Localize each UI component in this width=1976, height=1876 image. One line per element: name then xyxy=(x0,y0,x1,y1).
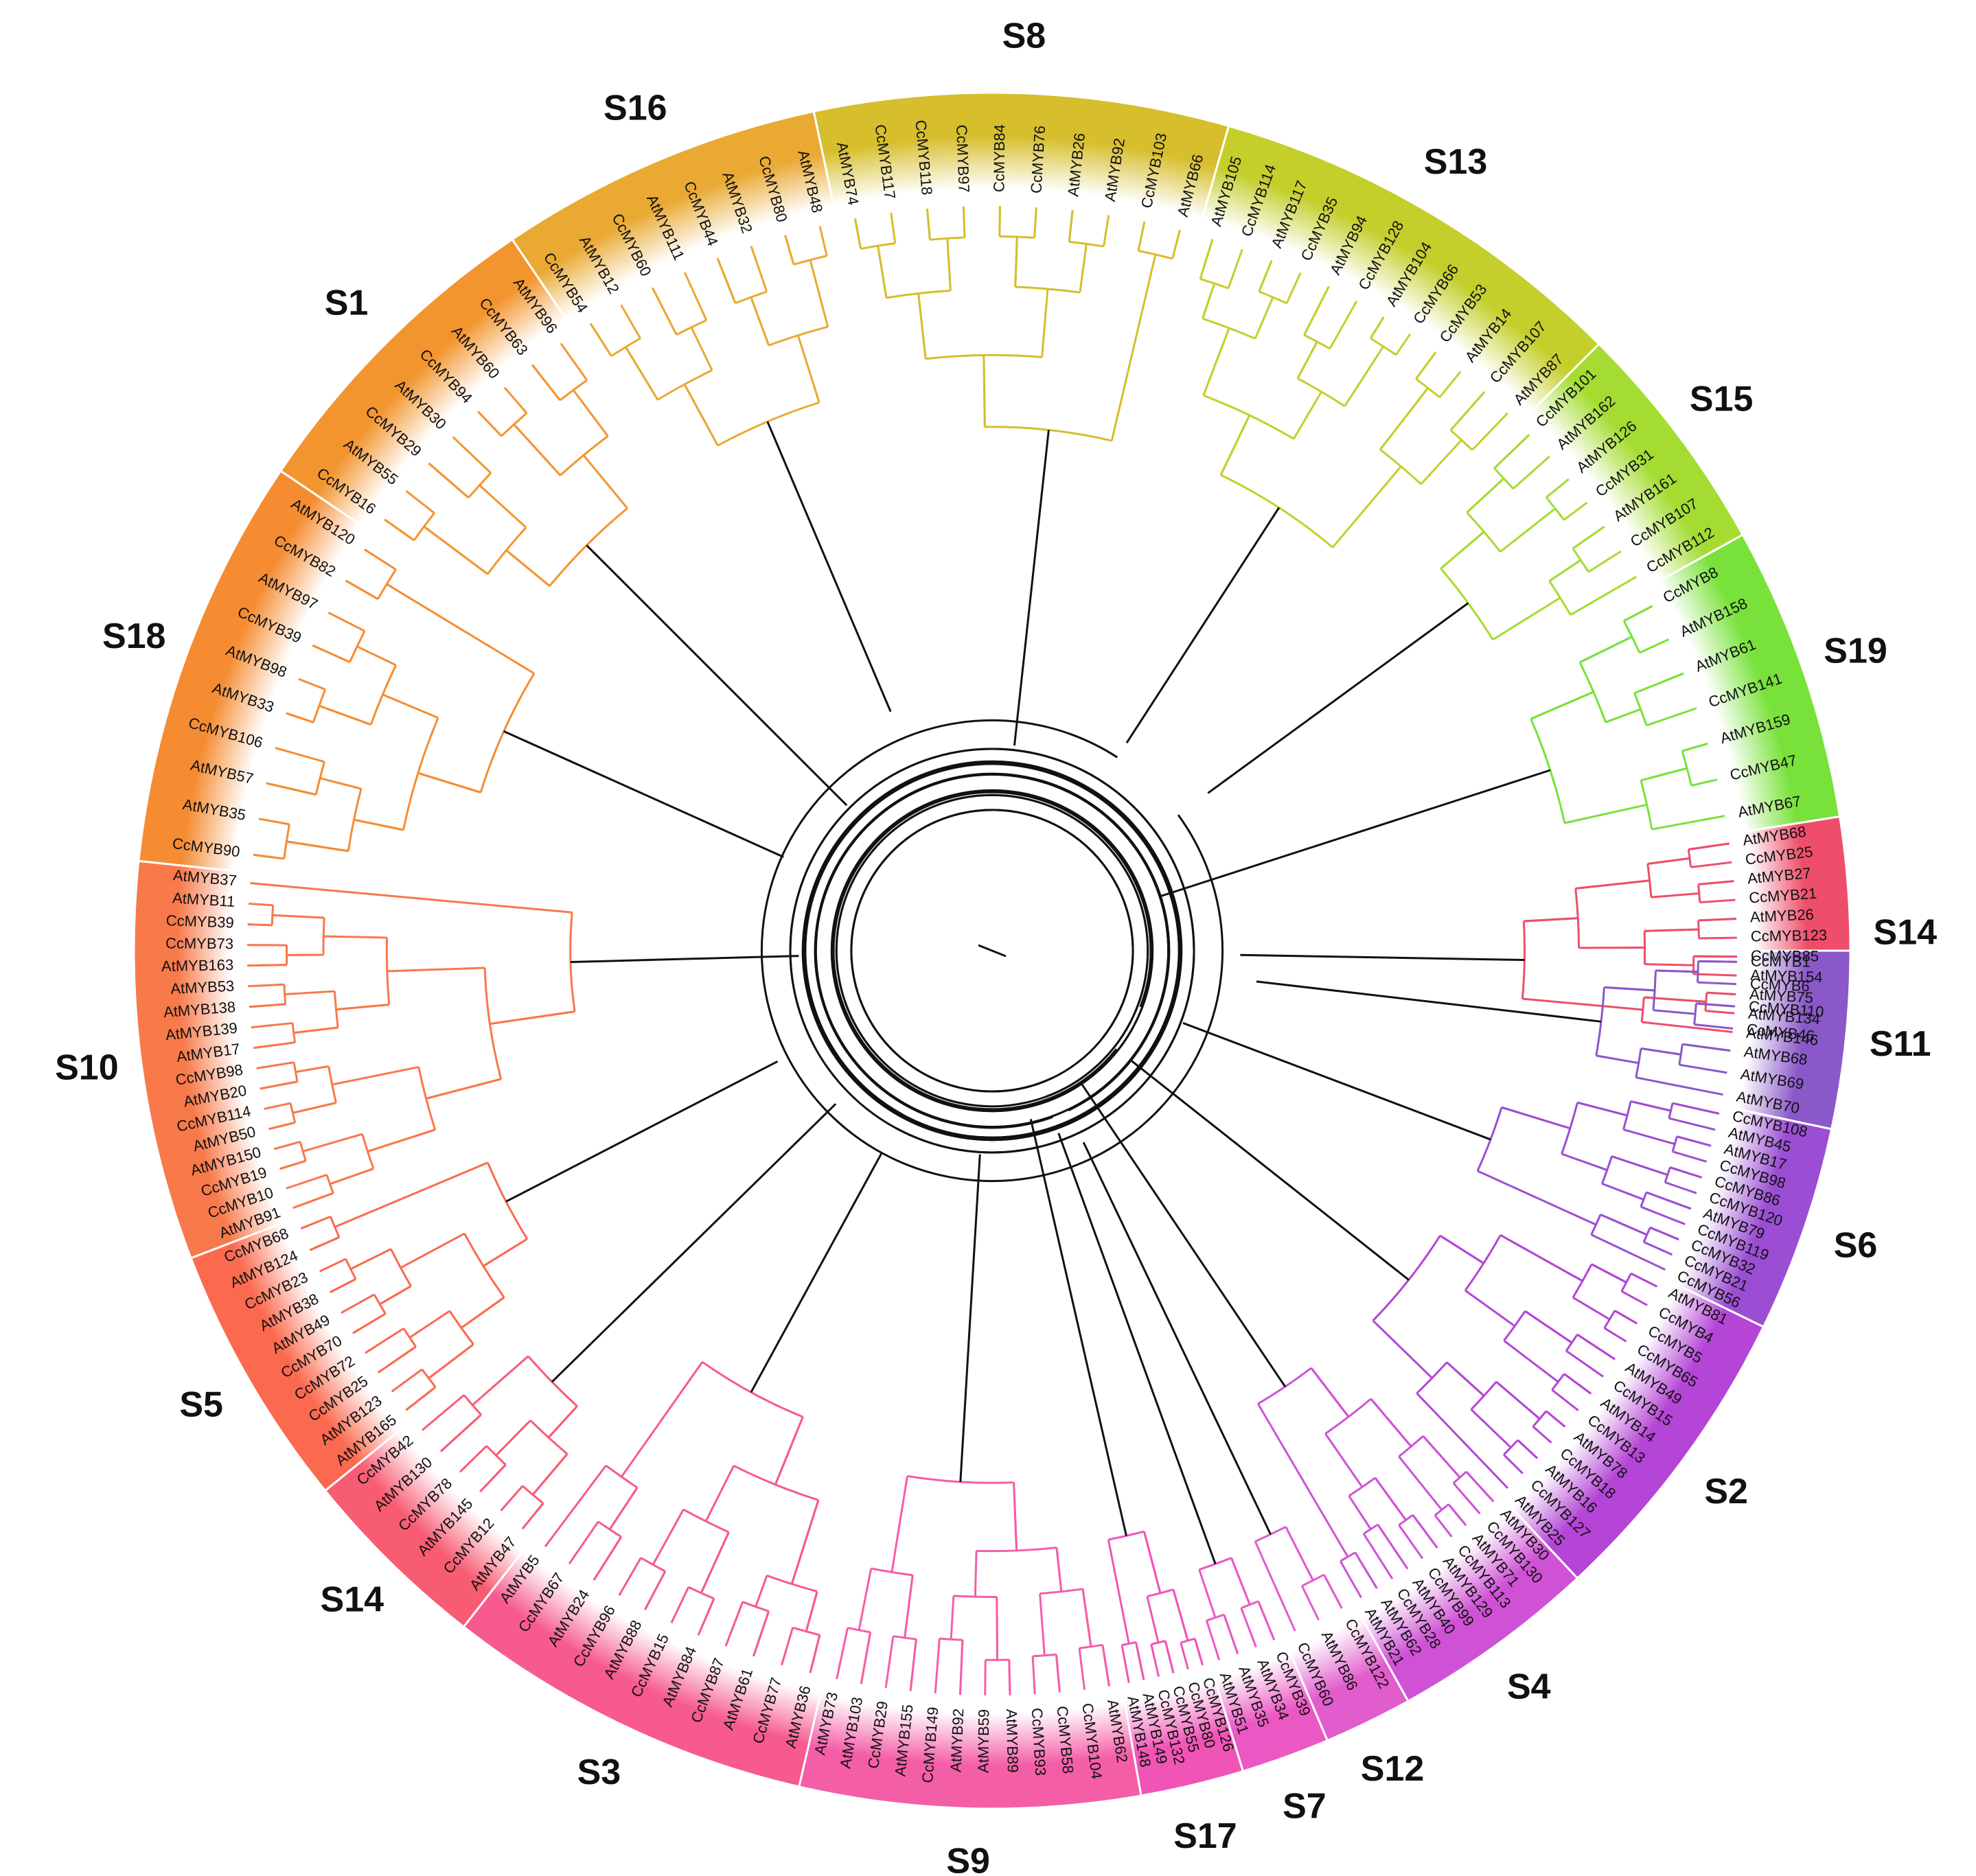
subfamily-labels: S14 S19 S15 S13 S8 S16 S1 S18 S10 S5 S14 S3 S9 S17 S7 S… xyxy=(55,16,1937,1876)
subfamily-label: S4 xyxy=(1507,1667,1551,1707)
subfamily-label: S17 xyxy=(1173,1816,1237,1856)
subfamily-label: S2 xyxy=(1704,1472,1748,1512)
subfamily-label: S1 xyxy=(325,283,369,323)
subfamily-label: S19 xyxy=(1824,632,1887,671)
subfamily-label: S16 xyxy=(604,88,667,128)
subfamily-label: S5 xyxy=(179,1385,223,1425)
leaf-label: AtMYB92 xyxy=(947,1708,967,1772)
subfamily-label: S8 xyxy=(1002,16,1046,56)
subfamily-sector-s11 xyxy=(1736,949,1852,1131)
leaf-label: AtMYB53 xyxy=(170,977,235,997)
subfamily-sector-s16 xyxy=(510,110,835,321)
leaf-label: CcMYB97 xyxy=(953,124,973,193)
subfamily-sector-s8 xyxy=(812,91,1230,220)
subfamily-sector-s15 xyxy=(1529,342,1745,583)
subfamily-label: S14 xyxy=(321,1579,384,1619)
subfamily-sector-s2 xyxy=(1510,1283,1765,1580)
leaf-label: CcMYB39 xyxy=(165,912,234,931)
subfamily-sector-s5 xyxy=(189,1222,402,1492)
leaf-label: AtMYB163 xyxy=(161,956,234,975)
subfamily-sector-s9 xyxy=(798,1691,1142,1810)
leaf-label: CcMYB93 xyxy=(1029,1707,1050,1776)
subfamily-label: S13 xyxy=(1424,142,1488,182)
subfamily-label: S6 xyxy=(1834,1226,1878,1266)
subfamily-sector-s4 xyxy=(1360,1506,1579,1703)
leaf-label: AtMYB75 xyxy=(1749,986,1813,1006)
subfamily-label: S9 xyxy=(946,1841,990,1876)
subfamily-label: S15 xyxy=(1690,379,1754,419)
subfamily-sector-s17 xyxy=(1123,1678,1245,1797)
leaf-label: AtMYB11 xyxy=(172,889,235,910)
leaf-label: CcMYB84 xyxy=(990,124,1008,192)
subfamily-color-ring xyxy=(133,91,1852,1810)
leaf-label: AtMYB26 xyxy=(1749,906,1814,926)
subfamily-label: S11 xyxy=(1870,1024,1931,1064)
leaf-label: CcMYB123 xyxy=(1751,927,1828,945)
subfamily-sector-s18 xyxy=(137,469,362,872)
subfamily-sector-s7 xyxy=(1213,1650,1329,1773)
leaf-label: AtMYB89 xyxy=(1003,1709,1022,1773)
subfamily-label: S7 xyxy=(1283,1787,1326,1827)
subfamily-sector-s10 xyxy=(133,859,282,1260)
leaf-label: CcMYB73 xyxy=(165,935,233,953)
subfamily-sector-s13 xyxy=(1201,124,1601,414)
tree-branches xyxy=(247,206,1737,1695)
leaf-label: CcMYB76 xyxy=(1027,125,1048,194)
leaf-label: CcMYB6 xyxy=(1749,975,1810,995)
subfamily-label: S12 xyxy=(1361,1749,1425,1789)
subfamily-sector-s1 xyxy=(279,238,568,526)
leaf-label: AtMYB154 xyxy=(1750,966,1823,986)
leaf-label: CcMYB85 xyxy=(1751,947,1819,965)
subfamily-label: S10 xyxy=(55,1047,119,1087)
leaf-label: CcMYB1 xyxy=(1751,952,1811,970)
subfamily-sector-s3 xyxy=(462,1549,823,1788)
subfamily-sector-s6 xyxy=(1675,1108,1833,1328)
subfamily-sector-s19 xyxy=(1657,533,1841,833)
subfamily-label: S18 xyxy=(102,616,166,656)
leaf-label: AtMYB59 xyxy=(974,1709,992,1773)
subfamily-label: S14 xyxy=(1874,913,1938,953)
subfamily-sector-s14 xyxy=(323,1428,525,1629)
subfamily-label: S3 xyxy=(577,1752,621,1792)
